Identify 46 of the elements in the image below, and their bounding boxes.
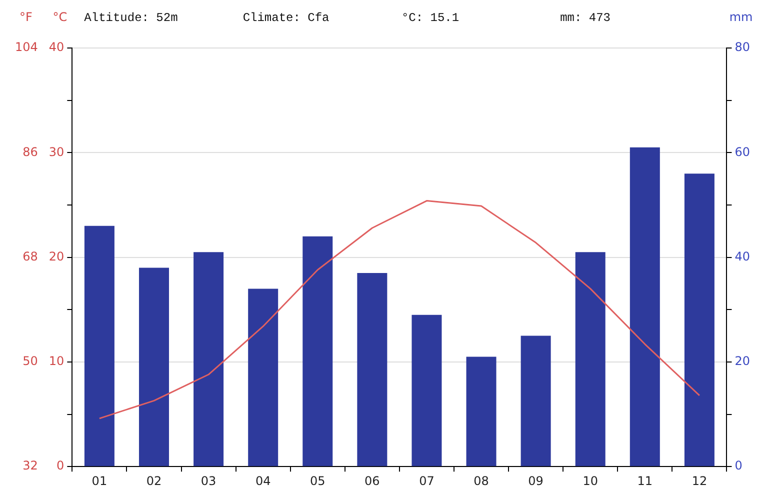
x-tick-label: 09 xyxy=(528,474,544,488)
x-tick-label: 06 xyxy=(364,474,380,488)
y2-tick-label: 40 xyxy=(734,249,750,264)
text: mm: 473 xyxy=(560,11,611,26)
x-tick-label: 07 xyxy=(419,474,434,488)
text: °C: 15.1 xyxy=(401,11,460,26)
bar xyxy=(575,252,606,466)
x-tick-label: 10 xyxy=(582,474,598,488)
bar xyxy=(630,147,660,466)
bar xyxy=(466,356,496,466)
bar xyxy=(138,268,169,466)
x-tick-label: 01 xyxy=(92,474,108,488)
y-tick-label: 0 xyxy=(56,458,64,473)
y-tick-label: 40 xyxy=(48,40,64,54)
y3-tick-label: 50 xyxy=(22,354,38,368)
x-tick-label: 05 xyxy=(310,474,326,488)
y2-tick-label: 60 xyxy=(734,144,750,159)
bar xyxy=(520,336,551,466)
bar xyxy=(412,314,442,466)
bar xyxy=(684,174,714,466)
x-tick-label: 08 xyxy=(474,474,489,488)
x-tick-label: 02 xyxy=(146,474,162,488)
y-tick-label: 10 xyxy=(48,354,64,368)
y2-tick-label: 20 xyxy=(734,354,750,368)
x-tick-label: 04 xyxy=(255,474,271,488)
y2-axis-title: mm xyxy=(729,10,753,24)
y3-tick-label: 32 xyxy=(22,458,38,473)
bar xyxy=(194,252,224,466)
y-axis-title: °C xyxy=(52,10,68,24)
bar xyxy=(84,226,114,466)
y3-tick-label: 68 xyxy=(22,249,38,264)
text: Altitude: 52m xyxy=(84,11,178,26)
bar xyxy=(357,273,388,466)
bar xyxy=(302,236,333,466)
y3-axis-title: °F xyxy=(20,10,33,24)
y2-tick-label: 0 xyxy=(734,458,742,473)
x-tick-label: 03 xyxy=(200,474,216,488)
x-tick-label: 11 xyxy=(637,474,653,488)
x-tick-label: 12 xyxy=(692,474,708,488)
bar xyxy=(248,288,278,466)
y-tick-label: 30 xyxy=(48,144,64,159)
y2-tick-label: 80 xyxy=(734,40,750,54)
y-tick-label: 20 xyxy=(48,249,64,264)
y3-tick-label: 104 xyxy=(15,40,38,54)
y3-tick-label: 86 xyxy=(22,144,38,159)
text: Climate: Cfa xyxy=(242,11,330,26)
